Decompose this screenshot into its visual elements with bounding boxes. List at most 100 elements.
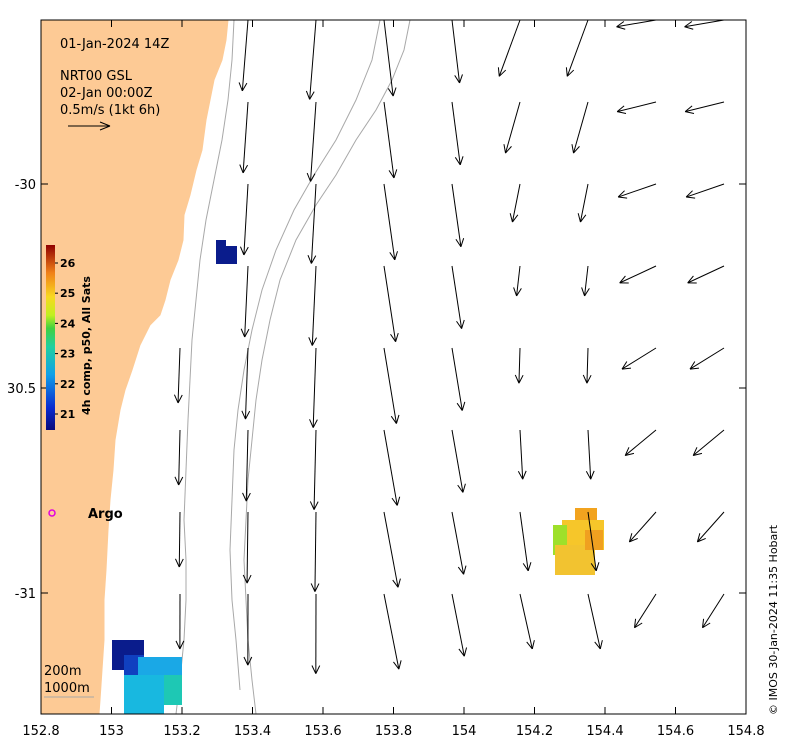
colorbar-title: 4h comp, p50, All Sats bbox=[80, 276, 93, 415]
current-arrow-head bbox=[243, 246, 249, 256]
current-arrow-head bbox=[314, 583, 320, 592]
current-arrow-head bbox=[394, 251, 398, 260]
current-arrow-shaft bbox=[383, 429, 398, 506]
current-arrow-shaft bbox=[587, 429, 592, 480]
current-arrow-shaft bbox=[617, 101, 657, 113]
current-arrow-head bbox=[315, 665, 321, 674]
current-arrow-shaft bbox=[587, 511, 597, 571]
current-arrow-head bbox=[498, 69, 507, 77]
x-tick-label: 154 bbox=[452, 724, 477, 739]
sst-patch-east-5 bbox=[585, 530, 603, 550]
current-arrow-head bbox=[571, 144, 575, 154]
current-arrow-head bbox=[310, 173, 316, 182]
current-arrow-head bbox=[531, 640, 535, 650]
current-arrow-head bbox=[245, 410, 251, 420]
current-arrow-shaft bbox=[451, 347, 463, 411]
current-arrow-head bbox=[599, 640, 603, 650]
current-arrow-head bbox=[594, 641, 601, 650]
current-arrow-head bbox=[456, 320, 463, 329]
current-arrow-head bbox=[393, 661, 400, 670]
current-arrow-head bbox=[178, 476, 184, 486]
current-arrow-shaft bbox=[519, 429, 524, 480]
current-arrow-shaft bbox=[312, 347, 317, 428]
current-arrow-shaft bbox=[586, 347, 589, 384]
current-arrow-shaft bbox=[383, 593, 400, 670]
current-arrow-head bbox=[527, 562, 532, 571]
current-arrow-shaft bbox=[178, 511, 181, 568]
current-arrow-head bbox=[463, 647, 468, 657]
coastline-land bbox=[40, 19, 229, 715]
sst-patch-north bbox=[216, 240, 226, 250]
current-arrow-head bbox=[243, 656, 249, 666]
current-arrow-shaft bbox=[311, 265, 317, 346]
current-arrow-shaft bbox=[619, 265, 657, 284]
current-arrow-head bbox=[566, 69, 575, 77]
valid-time-label: 02-Jan 00:00Z bbox=[60, 86, 153, 101]
current-arrow-shaft bbox=[505, 101, 521, 154]
current-arrow-head bbox=[617, 111, 627, 114]
scale-arrow bbox=[68, 121, 111, 131]
current-arrow-head bbox=[618, 196, 628, 199]
current-arrow-head bbox=[311, 337, 318, 346]
current-arrow-shaft bbox=[519, 511, 529, 571]
x-tick-label: 154.6 bbox=[657, 724, 694, 739]
current-arrow-shaft bbox=[686, 183, 725, 198]
current-arrow-shaft bbox=[383, 265, 397, 342]
current-arrow-head bbox=[628, 533, 633, 543]
current-arrow-head bbox=[517, 471, 524, 480]
contour-inner bbox=[229, 19, 381, 691]
argo-float-label: Argo bbox=[88, 507, 123, 522]
current-arrow-head bbox=[175, 558, 180, 568]
current-arrow-head bbox=[457, 484, 464, 493]
current-arrow-shaft bbox=[511, 183, 521, 223]
current-arrow-head bbox=[685, 190, 693, 198]
current-arrow-head bbox=[581, 287, 586, 297]
current-arrow-head bbox=[242, 164, 249, 174]
current-arrow-head bbox=[684, 21, 693, 28]
current-arrow-head bbox=[307, 254, 312, 264]
current-arrow-head bbox=[693, 452, 703, 457]
y-tick-label: 30.5 bbox=[7, 382, 36, 397]
current-arrow-head bbox=[503, 144, 507, 154]
current-arrow-shaft bbox=[451, 429, 464, 493]
current-arrow-head bbox=[692, 447, 698, 456]
current-arrow-shaft bbox=[629, 511, 657, 543]
x-tick-label: 154.8 bbox=[727, 724, 764, 739]
current-arrow-shaft bbox=[624, 429, 657, 456]
current-arrow-head bbox=[239, 246, 245, 256]
current-arrow-shaft bbox=[383, 19, 394, 97]
current-arrow-head bbox=[696, 533, 701, 543]
current-arrow-head bbox=[458, 648, 465, 657]
current-arrow-head bbox=[454, 157, 461, 166]
x-tick-label: 153 bbox=[99, 724, 124, 739]
current-arrow-shaft bbox=[246, 511, 249, 584]
current-arrow-shaft bbox=[689, 347, 725, 370]
current-arrow-head bbox=[590, 470, 595, 480]
y-axis: -30 30.5 -31 bbox=[7, 178, 746, 602]
sst-patch-south-light bbox=[138, 657, 182, 677]
colorbar-tick-label: 23 bbox=[60, 348, 75, 361]
current-arrow-head bbox=[684, 105, 693, 113]
x-axis: 152.8 153 153.2 153.4 153.6 153.8 154 154.2 154.… bbox=[22, 20, 765, 739]
current-arrow-head bbox=[311, 665, 317, 674]
current-vectors bbox=[173, 19, 725, 674]
current-arrow-shaft bbox=[383, 347, 397, 424]
current-arrow-shaft bbox=[178, 429, 181, 485]
current-arrow-head bbox=[178, 558, 184, 568]
current-arrow-head bbox=[392, 579, 399, 588]
current-arrow-shaft bbox=[244, 347, 249, 420]
x-tick-label: 153.8 bbox=[375, 724, 412, 739]
current-arrow-head bbox=[634, 618, 637, 628]
current-arrow-head bbox=[242, 492, 247, 502]
current-arrow-shaft bbox=[245, 429, 249, 502]
colorbar-tick-label: 22 bbox=[60, 378, 75, 391]
y-tick-label: -31 bbox=[15, 587, 36, 602]
x-tick-label: 153.4 bbox=[234, 724, 271, 739]
current-arrow-shaft bbox=[618, 183, 657, 198]
current-arrow-head bbox=[686, 196, 696, 199]
colorbar-tick-label: 26 bbox=[60, 257, 76, 270]
contour-1000m bbox=[243, 19, 411, 715]
current-arrow-head bbox=[585, 471, 592, 480]
current-arrow-head bbox=[244, 328, 250, 338]
current-arrow-head bbox=[239, 164, 244, 174]
